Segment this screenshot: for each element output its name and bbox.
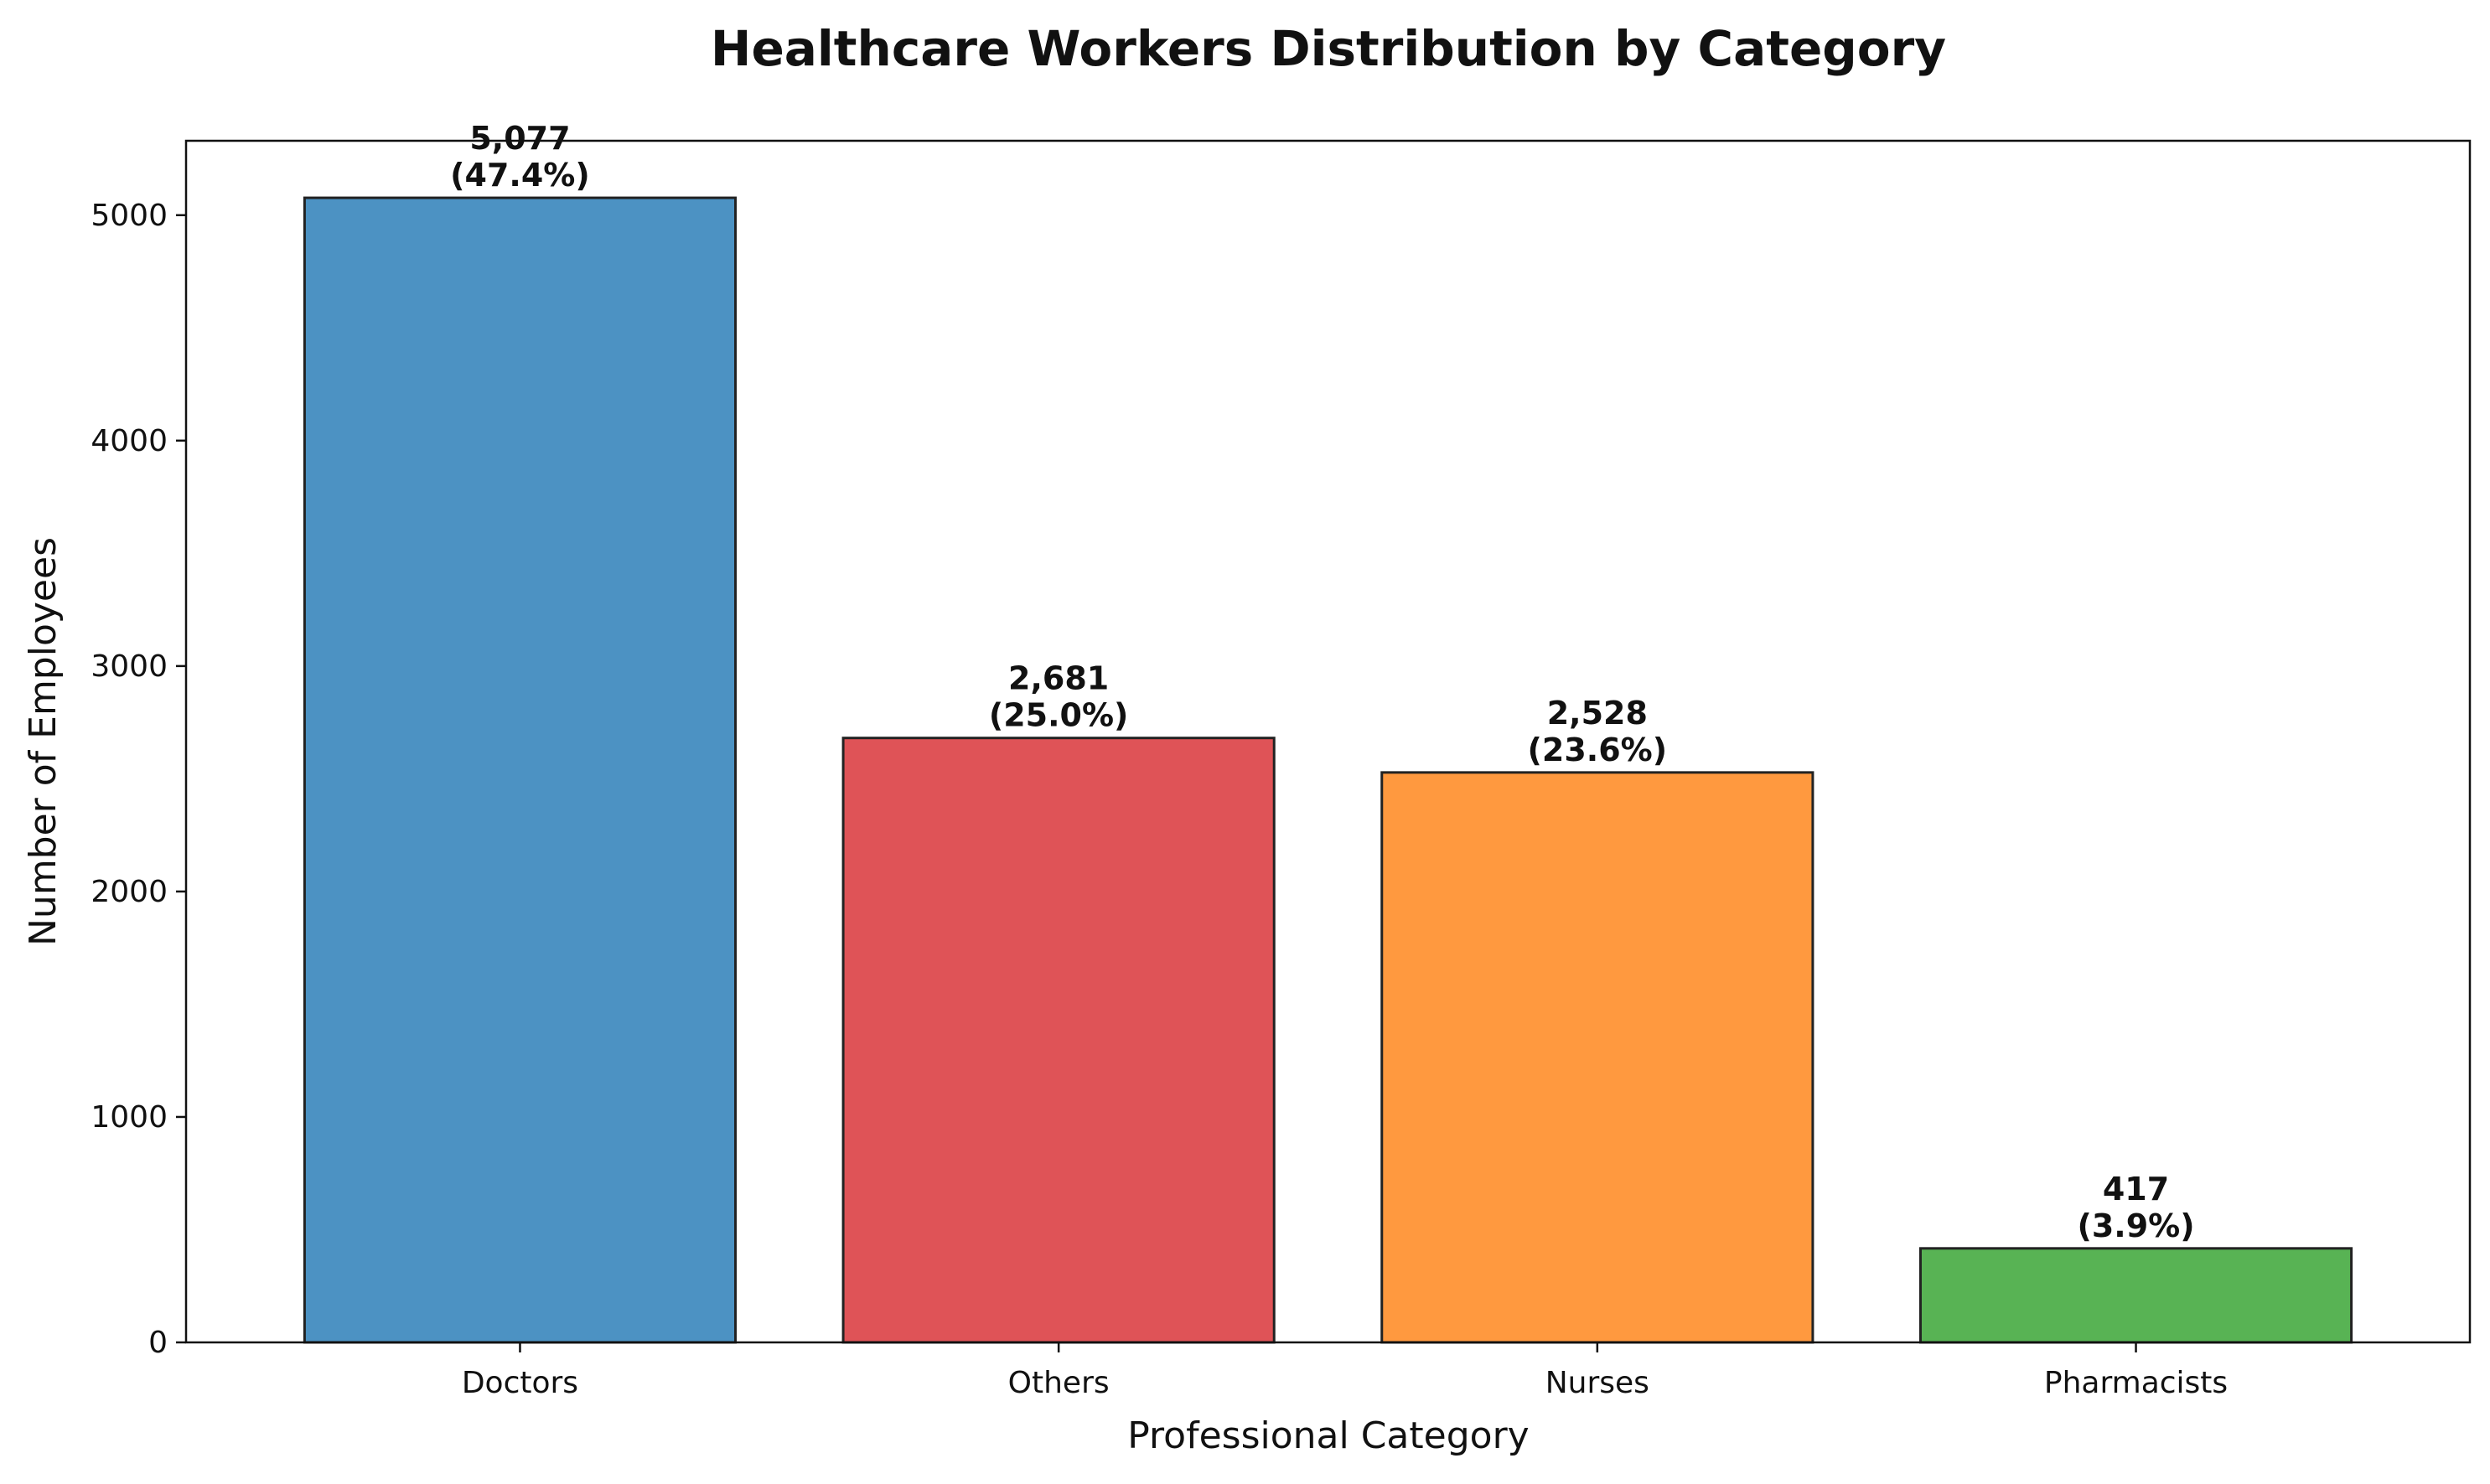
x-tick-label-others: Others bbox=[1008, 1366, 1110, 1400]
bar-nurses bbox=[1380, 771, 1814, 1344]
x-axis-ticks: Doctors Others Nurses Pharmacists bbox=[462, 1342, 2228, 1400]
percent-label-pharmacists: (3.9%) bbox=[2077, 1207, 2194, 1244]
data-labels-group: 5,077(47.4%) 2,681(25.0%) 2,528(23.6%) 417(… bbox=[450, 120, 2194, 1244]
y-tick-label-5000: 5000 bbox=[91, 199, 168, 233]
value-label-pharmacists: 417 bbox=[2103, 1171, 2169, 1207]
bar-pharmacists bbox=[1918, 1247, 2353, 1344]
percent-label-others: (25.0%) bbox=[989, 697, 1129, 734]
y-tick-label-2000: 2000 bbox=[91, 875, 168, 909]
plot-frame bbox=[184, 139, 2472, 1344]
percent-label-doctors: (47.4%) bbox=[450, 157, 590, 194]
y-tick-label-4000: 4000 bbox=[91, 424, 168, 458]
value-label-doctors: 5,077 bbox=[469, 120, 570, 157]
y-tick-label-3000: 3000 bbox=[91, 649, 168, 684]
y-tick-label-0: 0 bbox=[148, 1326, 168, 1360]
y-axis-ticks: 0 1000 2000 3000 4000 5000 bbox=[91, 199, 186, 1360]
bars-group bbox=[303, 196, 2353, 1344]
y-tick-label-1000: 1000 bbox=[91, 1100, 168, 1135]
bar-others bbox=[841, 737, 1276, 1344]
y-axis-label: Number of Employees bbox=[22, 537, 65, 946]
chart-title: Healthcare Workers Distribution by Categ… bbox=[711, 20, 1946, 77]
x-tick-label-doctors: Doctors bbox=[462, 1366, 578, 1400]
percent-label-nurses: (23.6%) bbox=[1528, 732, 1668, 768]
value-label-others: 2,681 bbox=[1008, 660, 1109, 697]
bar-doctors bbox=[303, 196, 738, 1344]
x-axis-label: Professional Category bbox=[1127, 1414, 1529, 1457]
x-tick-label-nurses: Nurses bbox=[1545, 1366, 1649, 1400]
value-label-nurses: 2,528 bbox=[1547, 695, 1648, 732]
x-tick-label-pharmacists: Pharmacists bbox=[2044, 1366, 2228, 1400]
